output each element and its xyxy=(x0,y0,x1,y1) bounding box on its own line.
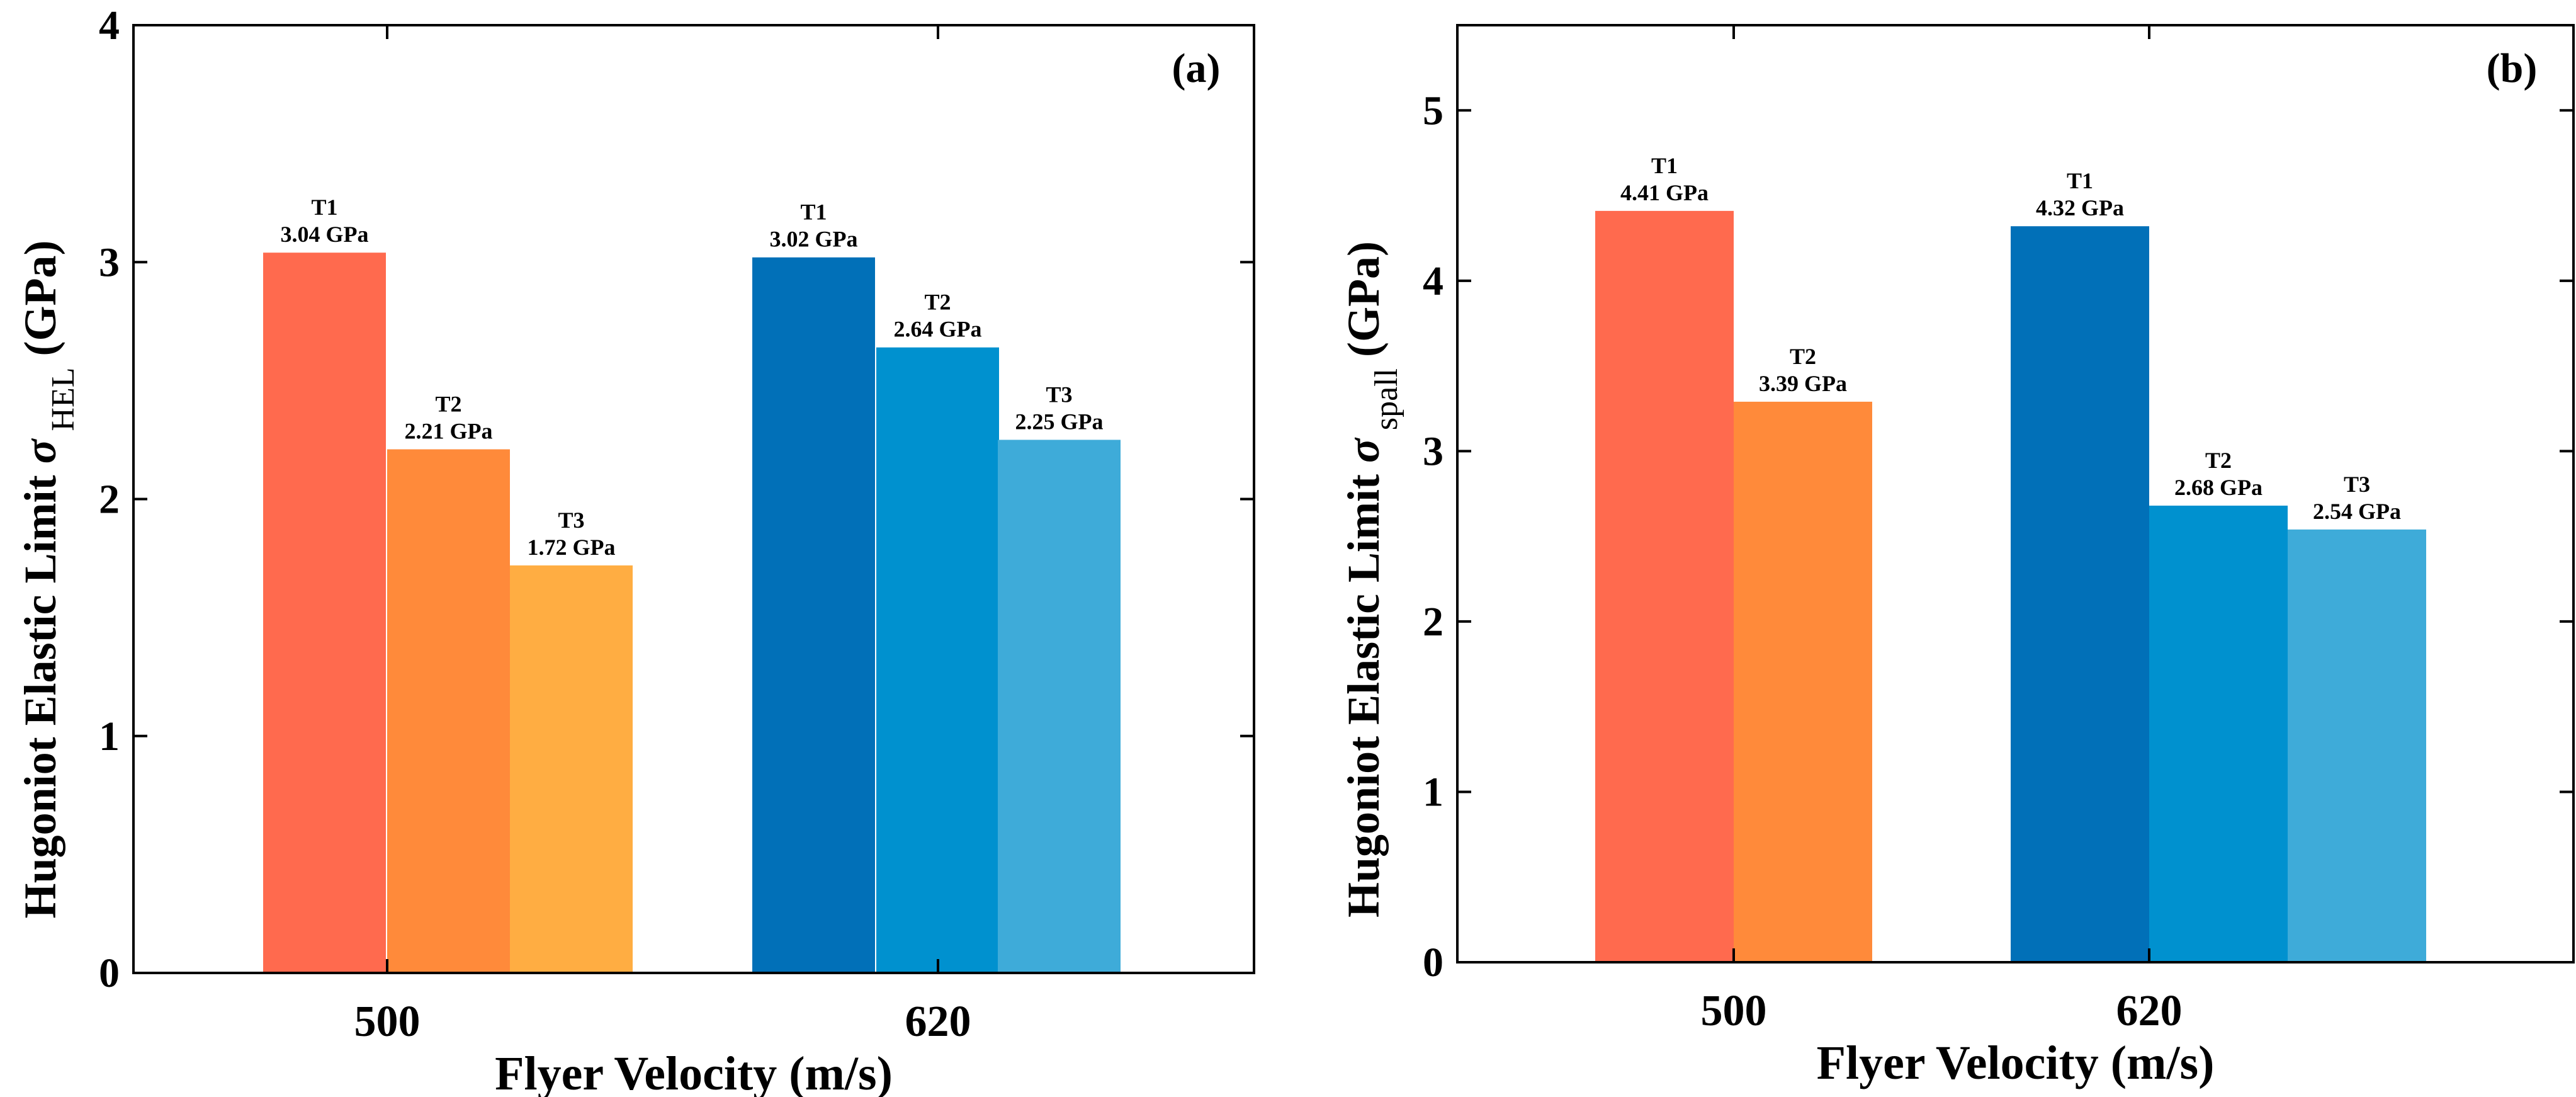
x-tick-label: 500 xyxy=(1701,987,1767,1035)
bar-620-t2 xyxy=(2149,505,2288,962)
bar-500-t1 xyxy=(263,253,386,974)
bar-620-t1 xyxy=(2011,226,2149,962)
bar-620-t2 xyxy=(876,347,999,973)
bar-label-name: T3 xyxy=(558,508,584,533)
bar-620-t3 xyxy=(998,440,1121,973)
y-tick-label: 2 xyxy=(99,477,120,523)
y-tick-label: 1 xyxy=(99,713,120,759)
y-tick-label: 4 xyxy=(99,3,120,48)
bar-620-t1 xyxy=(752,257,875,974)
y-axis-label-subscript: HEL xyxy=(45,367,81,439)
y-axis-label-unit: (GPa) xyxy=(15,241,65,368)
x-axis-label: Flyer Velocity (m/s) xyxy=(495,1047,893,1097)
bar-label-name: T3 xyxy=(1046,382,1072,407)
x-axis-label: Flyer Velocity (m/s) xyxy=(1817,1037,2215,1089)
bar-label-value: 3.04 GPa xyxy=(281,222,369,247)
bar-label-value: 2.25 GPa xyxy=(1015,409,1104,434)
y-axis-label-unit: (GPa) xyxy=(1338,241,1389,368)
bar-label-value: 2.64 GPa xyxy=(894,317,982,342)
y-tick-label: 1 xyxy=(1423,769,1443,815)
x-tick-label: 620 xyxy=(2116,987,2183,1035)
bar-label-name: T1 xyxy=(311,195,337,220)
bar-500-t3 xyxy=(510,565,633,973)
y-axis-label-main: Hugoniot Elastic Limit xyxy=(1338,463,1389,918)
bar-label-name: T2 xyxy=(2205,448,2232,473)
plot-frame xyxy=(1456,24,2575,963)
y-axis-label: Hugoniot Elastic Limit σ spall (GPa) xyxy=(1338,241,1404,918)
bar-label-name: T1 xyxy=(1651,153,1678,178)
bar-label-value: 2.68 GPa xyxy=(2174,475,2262,500)
y-tick-label: 2 xyxy=(1423,599,1443,645)
y-axis-label-symbol: σ xyxy=(1338,437,1389,463)
bar-label-name: T2 xyxy=(924,290,951,315)
y-tick-label: 4 xyxy=(1423,258,1443,304)
bar-620-t3 xyxy=(2288,529,2426,962)
bar-label-value: 3.39 GPa xyxy=(1759,371,1847,396)
bar-label-value: 4.41 GPa xyxy=(1620,180,1709,205)
y-tick-label: 0 xyxy=(99,950,120,996)
bar-label-name: T1 xyxy=(2067,168,2093,193)
bar-label-value: 2.21 GPa xyxy=(405,418,493,443)
bar-label-name: T2 xyxy=(435,391,461,416)
bar-label-value: 2.54 GPa xyxy=(2313,499,2401,524)
bar-label-name: T1 xyxy=(800,200,827,225)
x-tick-label: 620 xyxy=(905,998,971,1046)
bar-label-name: T3 xyxy=(2344,472,2370,497)
x-tick-label: 500 xyxy=(354,998,421,1046)
bar-label-value: 3.02 GPa xyxy=(770,227,858,252)
y-tick-label: 0 xyxy=(1423,940,1443,986)
bar-500-t2 xyxy=(387,449,510,973)
y-axis-label-subscript: spall xyxy=(1369,368,1404,438)
bar-500-t1 xyxy=(1595,210,1734,962)
bar-label-value: 4.32 GPa xyxy=(2036,195,2124,220)
bar-500-t2 xyxy=(1734,401,1872,962)
panel-label: (a) xyxy=(1172,45,1221,91)
bar-label-name: T2 xyxy=(1790,344,1816,369)
y-tick-label: 3 xyxy=(99,239,120,285)
bar-label-value: 1.72 GPa xyxy=(528,535,616,560)
y-axis-label-main: Hugoniot Elastic Limit xyxy=(15,463,65,918)
y-axis-label-symbol: σ xyxy=(15,438,65,463)
y-tick-label: 3 xyxy=(1423,428,1443,474)
panel-label: (b) xyxy=(2487,45,2538,91)
y-tick-label: 5 xyxy=(1423,88,1443,134)
y-axis-label: Hugoniot Elastic Limit σ HEL (GPa) xyxy=(15,241,81,919)
